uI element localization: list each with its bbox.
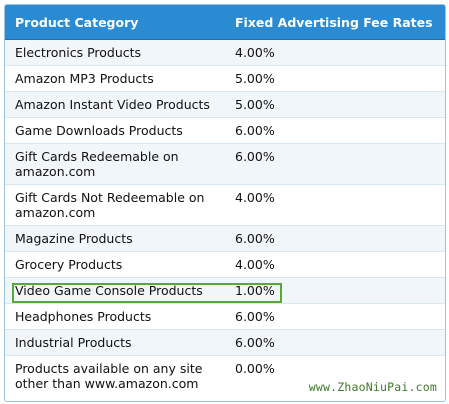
table-row: Grocery Products 4.00% xyxy=(5,251,445,278)
header-product-category: Product Category xyxy=(5,5,225,40)
category-cell: Gift Cards Not Redeemable on amazon.com xyxy=(5,184,225,226)
category-cell: Amazon Instant Video Products xyxy=(5,91,225,118)
rate-cell: 5.00% xyxy=(225,91,445,118)
table-row: Game Downloads Products 6.00% xyxy=(5,117,445,144)
rate-cell: 6.00% xyxy=(225,303,445,330)
rate-cell: 6.00% xyxy=(225,329,445,356)
category-cell: Game Downloads Products xyxy=(5,117,225,144)
table-row: Amazon Instant Video Products 5.00% xyxy=(5,91,445,118)
category-cell: Products available on any site other tha… xyxy=(5,355,225,397)
table-row-highlighted: Video Game Console Products 1.00% xyxy=(5,277,445,304)
category-cell: Industrial Products xyxy=(5,329,225,356)
category-cell: Electronics Products xyxy=(5,39,225,66)
rate-cell: 6.00% xyxy=(225,225,445,252)
category-cell: Video Game Console Products xyxy=(5,277,225,304)
rate-cell: 4.00% xyxy=(225,39,445,66)
table-row: Products available on any site other tha… xyxy=(5,355,445,397)
rate-cell: 4.00% xyxy=(225,184,445,226)
header-fixed-fee-rates: Fixed Advertising Fee Rates xyxy=(225,5,445,40)
rate-cell: 6.00% xyxy=(225,143,445,185)
rate-cell: 1.00% xyxy=(225,277,445,304)
category-cell: Magazine Products xyxy=(5,225,225,252)
category-cell: Gift Cards Redeemable on amazon.com xyxy=(5,143,225,185)
fee-rates-table: Product Category Fixed Advertising Fee R… xyxy=(4,4,446,402)
rate-cell: 5.00% xyxy=(225,65,445,92)
rate-cell: 0.00% xyxy=(225,355,445,397)
watermark: www.ZhaoNiuPai.com xyxy=(308,380,437,394)
table-row: Magazine Products 6.00% xyxy=(5,225,445,252)
table-header-row: Product Category Fixed Advertising Fee R… xyxy=(5,5,445,40)
table-row: Gift Cards Not Redeemable on amazon.com … xyxy=(5,184,445,226)
table-row: Amazon MP3 Products 5.00% xyxy=(5,65,445,92)
table-row: Headphones Products 6.00% xyxy=(5,303,445,330)
category-cell: Grocery Products xyxy=(5,251,225,278)
table-row: Industrial Products 6.00% xyxy=(5,329,445,356)
table-row: Gift Cards Redeemable on amazon.com 6.00… xyxy=(5,143,445,185)
category-cell: Amazon MP3 Products xyxy=(5,65,225,92)
rate-cell: 6.00% xyxy=(225,117,445,144)
rate-cell: 4.00% xyxy=(225,251,445,278)
category-cell: Headphones Products xyxy=(5,303,225,330)
table-row: Electronics Products 4.00% xyxy=(5,39,445,66)
